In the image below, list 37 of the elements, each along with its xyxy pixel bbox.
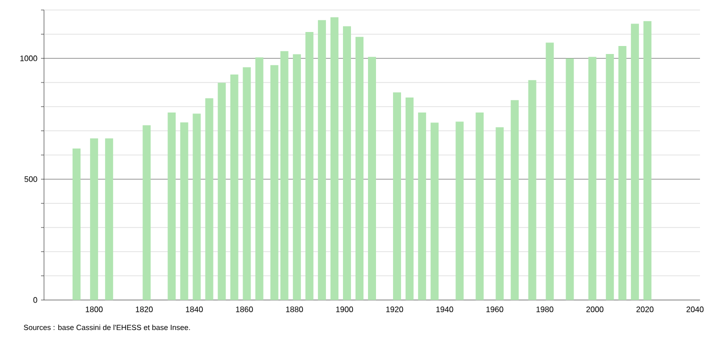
bar bbox=[546, 42, 554, 300]
bar bbox=[355, 36, 364, 300]
bar bbox=[430, 122, 439, 300]
bar bbox=[368, 56, 376, 300]
bar bbox=[242, 67, 251, 300]
bar bbox=[192, 114, 201, 300]
bar bbox=[168, 112, 176, 300]
bar bbox=[606, 54, 614, 300]
bar bbox=[292, 54, 301, 300]
bar bbox=[643, 21, 652, 300]
bar bbox=[406, 97, 414, 300]
bar bbox=[510, 100, 519, 300]
bar bbox=[218, 82, 226, 300]
bar bbox=[630, 24, 639, 300]
bar bbox=[270, 65, 278, 300]
bar bbox=[230, 74, 238, 300]
bar bbox=[205, 98, 214, 300]
bar bbox=[318, 20, 326, 300]
bar bbox=[342, 26, 351, 300]
bar bbox=[255, 57, 264, 300]
bar bbox=[496, 127, 504, 300]
bar bbox=[476, 112, 484, 300]
bar bbox=[280, 51, 288, 300]
bar bbox=[180, 122, 188, 300]
bar bbox=[528, 80, 536, 300]
bar bbox=[90, 138, 98, 300]
bar bbox=[456, 122, 464, 300]
bar bbox=[330, 17, 338, 300]
bar bbox=[588, 56, 596, 300]
bar bbox=[618, 46, 626, 300]
bar bbox=[72, 148, 81, 300]
bar bbox=[305, 32, 314, 300]
bar bbox=[105, 138, 114, 300]
bar bbox=[393, 92, 402, 300]
bar bbox=[418, 112, 426, 300]
bar bbox=[142, 125, 151, 300]
bar bbox=[566, 58, 574, 300]
